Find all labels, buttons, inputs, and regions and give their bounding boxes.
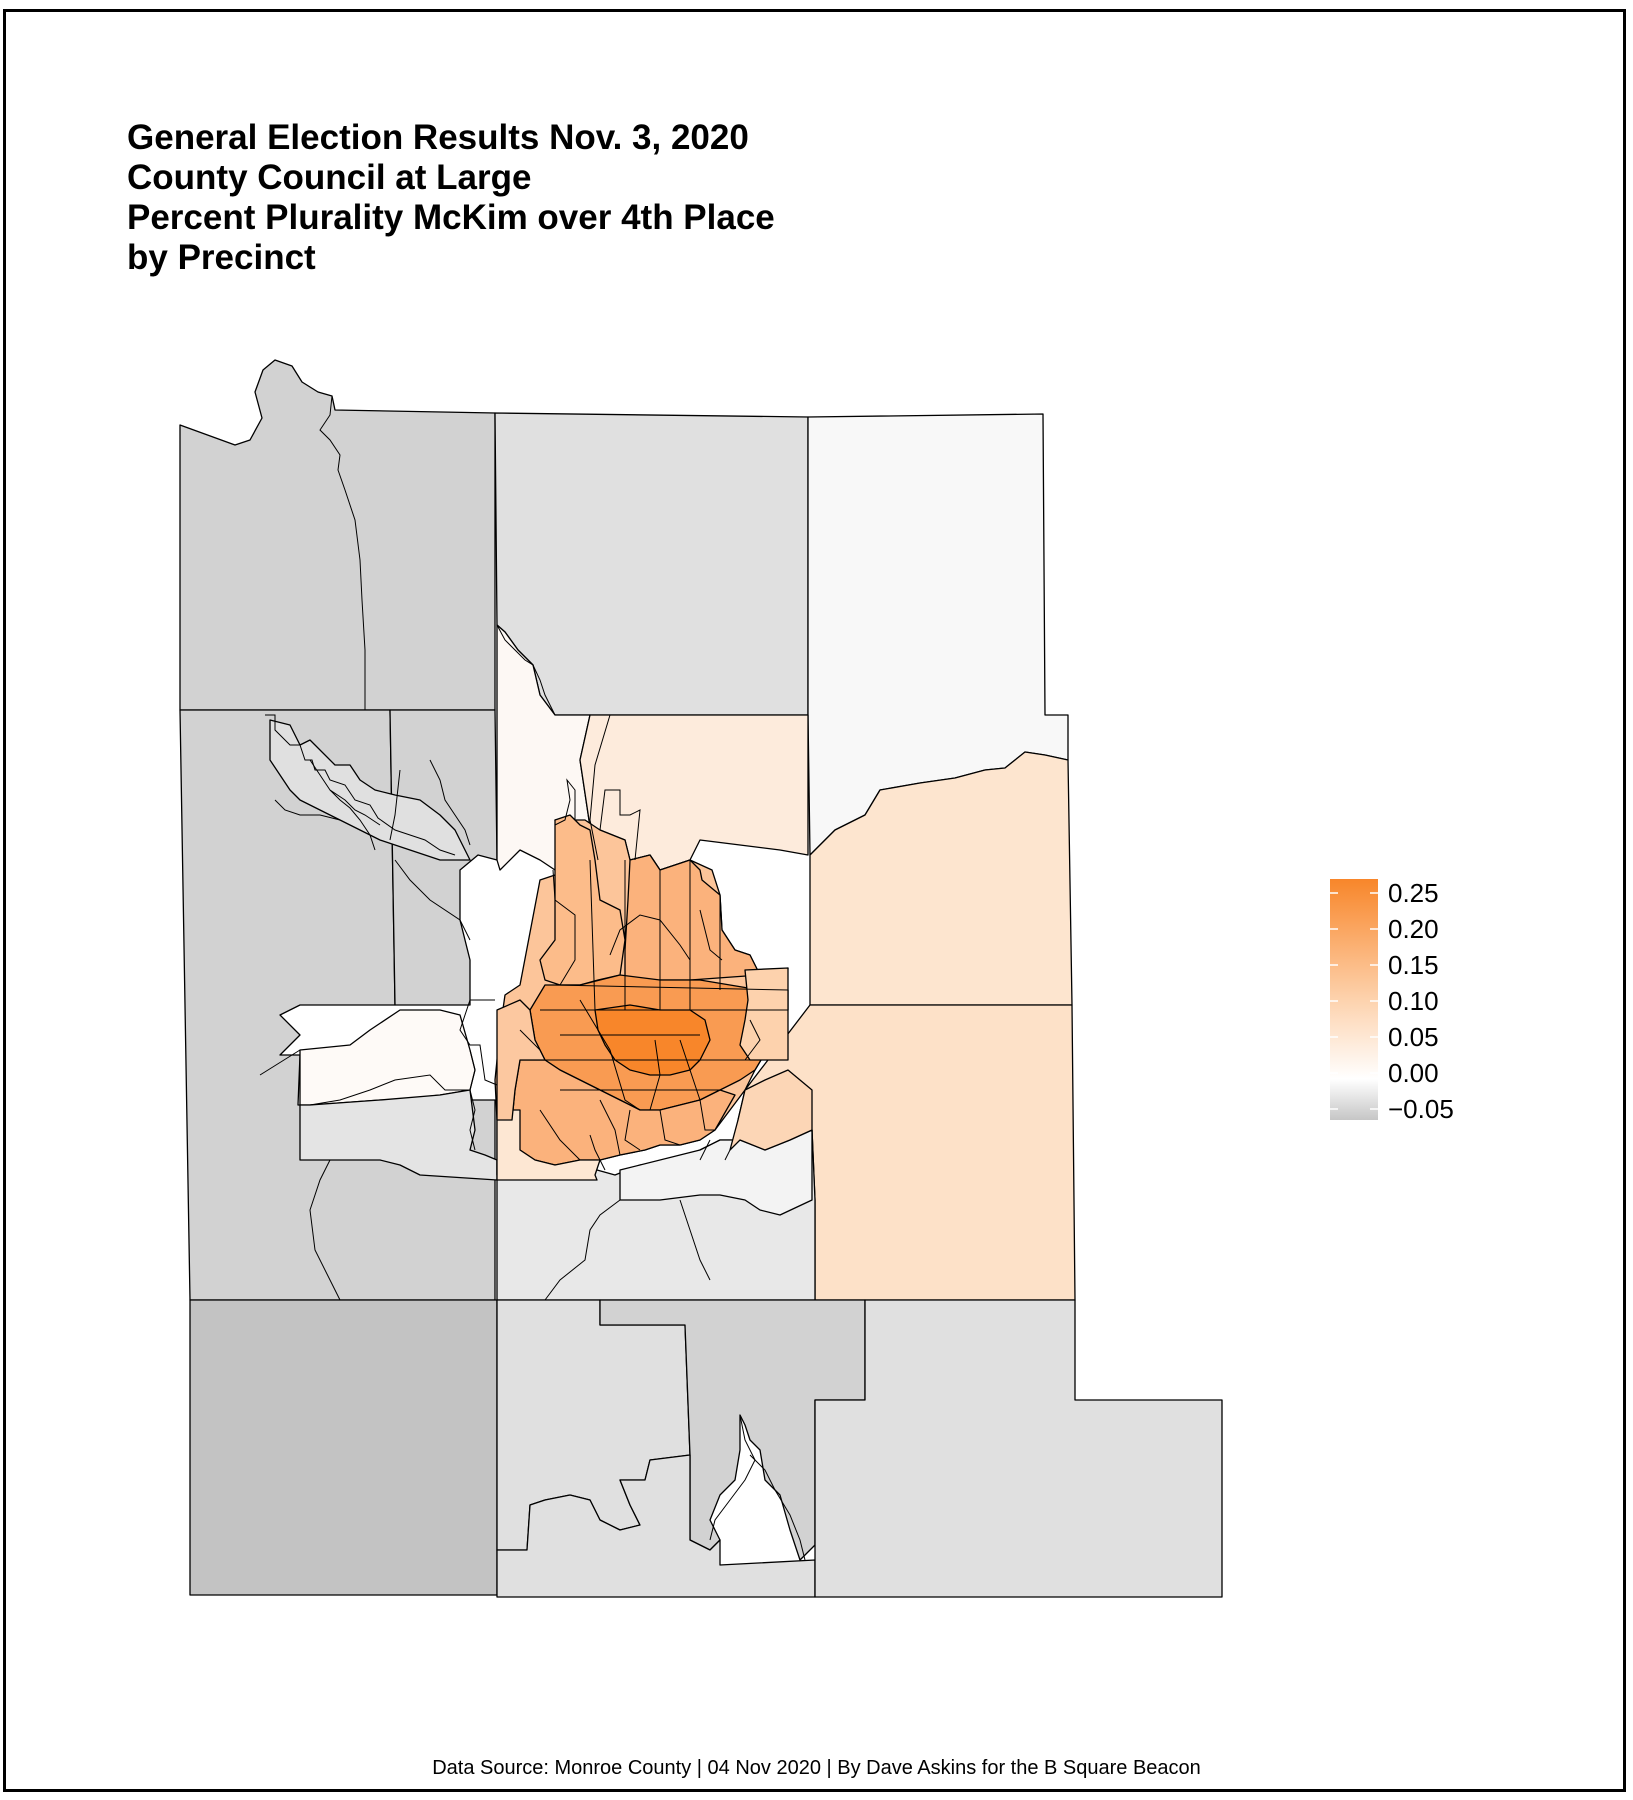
city-west-block bbox=[496, 999, 546, 1121]
region-south-lower bbox=[496, 1454, 816, 1598]
region-west-near-white bbox=[299, 1009, 476, 1106]
region-east-mid bbox=[809, 751, 1073, 1006]
city-southeast-pale bbox=[729, 1069, 813, 1151]
city-east-block bbox=[739, 967, 789, 1061]
precinct-lines bbox=[259, 395, 806, 1561]
region-southeast bbox=[814, 1299, 1223, 1598]
data-source-caption: Data Source: Monroe County | 04 Nov 2020… bbox=[432, 1757, 1201, 1779]
title-line-1: General Election Results Nov. 3, 2020 bbox=[127, 118, 749, 157]
legend-label-3: 0.10 bbox=[1388, 986, 1439, 1016]
legend-label-2: 0.15 bbox=[1388, 950, 1439, 980]
region-south-central-pale bbox=[619, 1129, 813, 1216]
legend-label-4: 0.05 bbox=[1388, 1022, 1439, 1052]
region-southwest bbox=[189, 1299, 498, 1596]
region-north-central bbox=[494, 412, 809, 716]
region-northwest bbox=[179, 359, 496, 711]
title-line-2: County Council at Large bbox=[127, 158, 532, 197]
legend-ticks bbox=[1330, 892, 1378, 1110]
region-ellettsville-town bbox=[269, 719, 471, 861]
legend-label-5: 0.00 bbox=[1388, 1058, 1439, 1088]
legend-label-0: 0.25 bbox=[1388, 878, 1439, 908]
title-line-4: by Precinct bbox=[127, 238, 316, 277]
region-west-light bbox=[299, 1089, 498, 1181]
city-north-block bbox=[624, 854, 761, 986]
title-line-3: Percent Plurality McKim over 4th Place bbox=[127, 198, 775, 237]
legend-label-6: −0.05 bbox=[1388, 1094, 1454, 1124]
legend-label-1: 0.20 bbox=[1388, 914, 1439, 944]
map-title: General Election Results Nov. 3, 2020 Co… bbox=[127, 118, 775, 278]
city-southwest-pale bbox=[496, 1109, 601, 1181]
legend-color-bar bbox=[1330, 879, 1378, 1120]
